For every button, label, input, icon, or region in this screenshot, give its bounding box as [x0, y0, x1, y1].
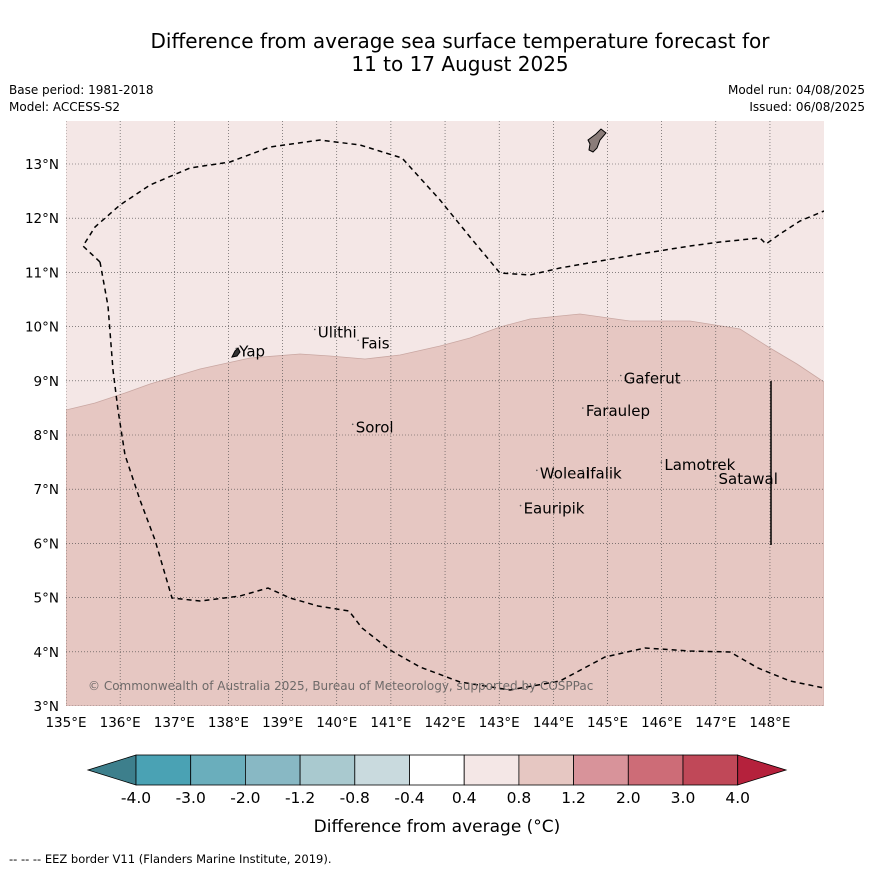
atoll-marker — [582, 407, 584, 409]
latitude-tick-label: 8°N — [34, 428, 59, 444]
longitude-tick-label: 145°E — [587, 715, 628, 731]
guam-island-icon — [587, 128, 607, 153]
longitude-tick-label: 146°E — [641, 715, 682, 731]
yap-island-icon — [231, 347, 241, 358]
latitude-tick-label: 12°N — [25, 211, 59, 227]
latitude-tick-label: 4°N — [34, 645, 59, 661]
place-label: Woleai — [540, 464, 590, 482]
latitude-tick-label: 13°N — [25, 157, 59, 173]
colorbar-tick-label: -4.0 — [121, 789, 151, 807]
colorbar-segment — [354, 754, 410, 786]
latitude-tick-label: 9°N — [34, 374, 59, 390]
place-label: Faraulep — [586, 402, 650, 420]
model-name: Model: ACCESS-S2 — [9, 100, 121, 114]
colorbar-tick-label: 3.0 — [671, 789, 696, 807]
map-title-line2: 11 to 17 August 2025 — [351, 52, 569, 76]
latitude-tick-label: 5°N — [34, 591, 59, 607]
longitude-tick-label: 136°E — [100, 715, 141, 731]
colorbar-tick-label: 0.8 — [507, 789, 532, 807]
colorbar — [86, 754, 788, 786]
colorbar-tick-label: -3.0 — [176, 789, 206, 807]
eez-footnote: -- -- -- EEZ border V11 (Flanders Marine… — [9, 852, 332, 866]
longitude-tick-label: 141°E — [370, 715, 411, 731]
atoll-marker — [660, 461, 663, 464]
atoll-marker — [714, 474, 717, 477]
atoll-marker — [313, 328, 316, 331]
colorbar-tick-label: 4.0 — [725, 789, 750, 807]
graticule — [66, 121, 824, 706]
colorbar-tick-label: -0.4 — [394, 789, 424, 807]
atoll-marker — [619, 374, 622, 377]
issued-date: Issued: 06/08/2025 — [749, 100, 865, 114]
latitude-tick-label: 11°N — [25, 265, 59, 281]
longitude-tick-label: 148°E — [749, 715, 790, 731]
colorbar-segment — [627, 754, 684, 786]
latitude-labels: 3°N 4°N 5°N 6°N 7°N 8°N 9°N 10°N 11°N 12°N 13°N — [25, 157, 59, 715]
atoll-marker — [235, 347, 238, 350]
atoll-marker — [536, 469, 538, 472]
eez-border — [82, 139, 824, 276]
place-label: Ulithi — [318, 323, 357, 341]
colorbar-segment — [573, 754, 629, 786]
atoll-marker — [351, 423, 354, 426]
latitude-tick-label: 6°N — [34, 536, 59, 552]
model-run: Model run: 04/08/2025 — [727, 83, 865, 97]
longitude-tick-label: 143°E — [479, 715, 520, 731]
colorbar-tick-label: -2.0 — [230, 789, 260, 807]
colorbar-tick-labels: -4.0 -3.0 -2.0 -1.2 -0.8 -0.4 0.4 0.8 1.2 2.0 3.0 4… — [121, 789, 750, 807]
colorbar-title: Difference from average (°C) — [314, 817, 561, 837]
place-label: Satawal — [719, 470, 778, 488]
colorbar-segment — [682, 754, 739, 786]
copyright-notice: © Commonwealth of Australia 2025, Bureau… — [88, 679, 593, 693]
map-title-line1: Difference from average sea surface temp… — [150, 29, 770, 53]
colorbar-segment — [463, 754, 520, 786]
place-label: Lamotrek — [664, 456, 735, 474]
longitude-tick-label: 139°E — [262, 715, 303, 731]
colorbar-extend-low — [86, 754, 137, 786]
atoll-marker — [582, 469, 584, 472]
latitude-tick-label: 7°N — [34, 482, 59, 498]
longitude-tick-label: 140°E — [316, 715, 357, 731]
colorbar-tick-label: -1.2 — [285, 789, 315, 807]
place-label: Fais — [361, 334, 390, 352]
base-period: Base period: 1981-2018 — [9, 83, 154, 97]
place-label: Yap — [238, 342, 265, 360]
longitude-tick-label: 142°E — [425, 715, 466, 731]
longitude-tick-label: 144°E — [533, 715, 574, 731]
colorbar-segment — [190, 754, 246, 786]
atoll-marker — [519, 504, 522, 507]
colorbar-segment — [135, 754, 192, 786]
eez-border-south — [99, 261, 824, 691]
longitude-labels: 135°E 136°E 137°E 138°E 139°E 140°E 141°E 142°E… — [45, 715, 790, 731]
colorbar-segment — [299, 754, 356, 786]
colorbar-segment — [244, 754, 301, 786]
place-label: Sorol — [356, 418, 394, 436]
atoll-marker — [357, 339, 359, 342]
longitude-tick-label: 135°E — [45, 715, 86, 731]
latitude-tick-label: 10°N — [25, 320, 59, 336]
longitude-tick-label: 138°E — [208, 715, 249, 731]
longitude-tick-label: 137°E — [154, 715, 195, 731]
colorbar-segment — [518, 754, 575, 786]
colorbar-segment — [409, 754, 465, 786]
latitude-tick-label: 3°N — [34, 699, 59, 715]
colorbar-tick-label: 1.2 — [561, 789, 586, 807]
place-label: Gaferut — [624, 370, 681, 388]
longitude-tick-label: 147°E — [695, 715, 736, 731]
anomaly-band-dark — [66, 313, 824, 706]
place-label: Ifalik — [586, 464, 622, 482]
colorbar-tick-label: 0.4 — [452, 789, 477, 807]
colorbar-tick-label: 2.0 — [616, 789, 641, 807]
colorbar-tick-label: -0.8 — [340, 789, 370, 807]
place-label: Eauripik — [524, 500, 585, 518]
colorbar-extend-high — [737, 754, 788, 786]
